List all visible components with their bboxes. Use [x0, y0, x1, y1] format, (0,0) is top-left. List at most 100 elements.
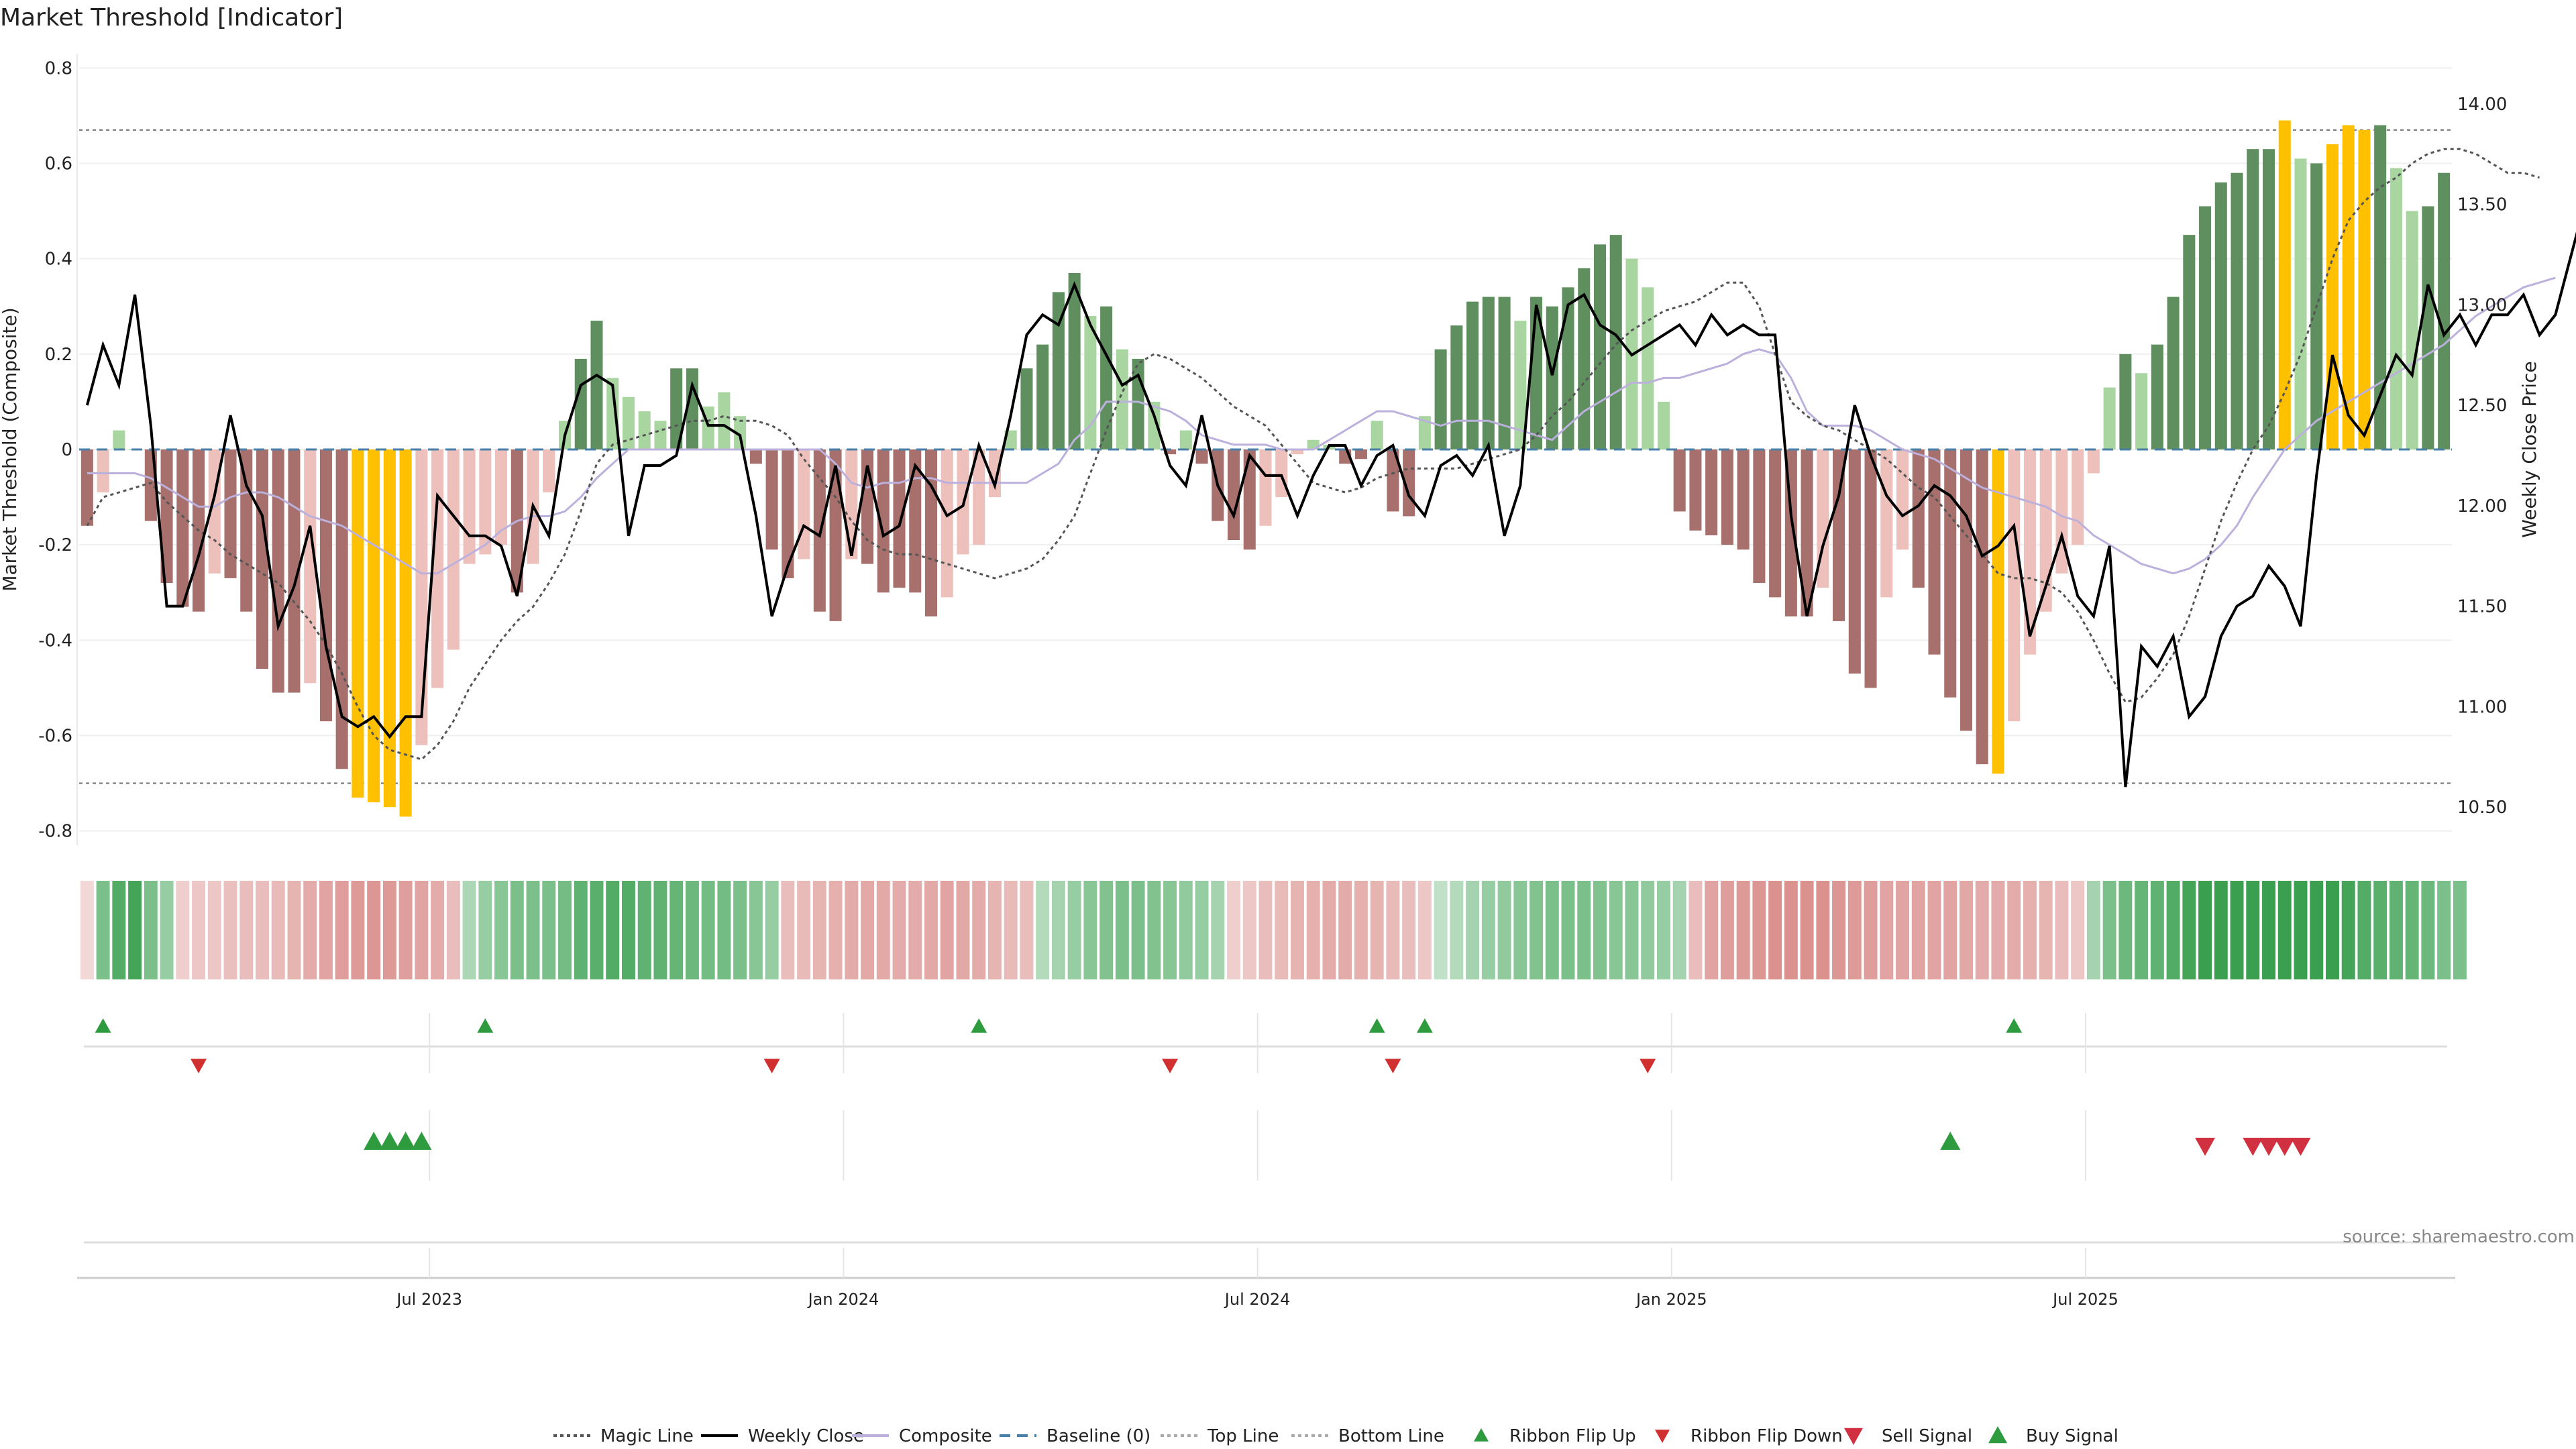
ribbon-cell	[2007, 881, 2021, 979]
ribbon-cell	[2277, 881, 2292, 979]
ribbon-cell	[733, 881, 747, 979]
ribbon-cell	[446, 881, 460, 979]
composite-bar	[2183, 235, 2196, 449]
ribbon-cell	[510, 881, 524, 979]
ribbon-cell	[1258, 881, 1273, 979]
composite-bar	[1944, 449, 1957, 698]
composite-bar	[1434, 349, 1447, 449]
ribbon-cell	[1322, 881, 1336, 979]
composite-bar	[1164, 449, 1177, 455]
legend: Magic Line Weekly Close Composite Baseline …	[553, 1426, 2118, 1446]
composite-bar	[2135, 373, 2148, 449]
ribbon-cell	[367, 881, 381, 979]
ribbon-cell	[128, 881, 142, 979]
composite-bar	[718, 392, 731, 449]
sell-signal-marker	[2290, 1138, 2311, 1156]
composite-bar	[256, 449, 269, 669]
composite-bar	[319, 449, 332, 722]
ribbon-cell	[287, 881, 301, 979]
composite-bar	[845, 449, 858, 559]
composite-bar	[304, 449, 317, 684]
ribbon-cell	[1768, 881, 1782, 979]
ribbon-cell	[160, 881, 174, 979]
legend-label: Weekly Close	[748, 1426, 864, 1446]
legend-item: Ribbon Flip Down	[1655, 1426, 1843, 1446]
series-lines	[79, 148, 2576, 788]
ribbon-cell	[335, 881, 349, 979]
composite-bar	[686, 368, 698, 449]
ribbon-cell	[271, 881, 285, 979]
ribbon-cell	[1577, 881, 1591, 979]
ribbon-cell	[526, 881, 540, 979]
ribbon-cell	[1705, 881, 1719, 979]
composite-bar	[399, 449, 412, 817]
right-axis-ticks: 10.50 11.00 11.50 12.00 12.50 13.00 13.50 14.00	[2457, 95, 2507, 818]
ribbon-cell	[2310, 881, 2324, 979]
ribbon-cell	[1975, 881, 1989, 979]
ribbon-cell	[2198, 881, 2212, 979]
composite-bar	[2072, 449, 2084, 545]
ribbon-cell	[494, 881, 508, 979]
composite-bar	[1275, 449, 1288, 498]
composite-bar	[1418, 416, 1431, 449]
buy-signal-marker	[1940, 1132, 1961, 1150]
legend-item: Baseline (0)	[1000, 1426, 1150, 1446]
ribbon-cell	[144, 881, 158, 979]
composite-bar	[1546, 306, 1558, 449]
x-tick-label: Jan 2025	[1635, 1290, 1707, 1309]
composite-bar	[2438, 172, 2451, 449]
composite-bar	[2167, 297, 2180, 449]
legend-swatch	[1474, 1428, 1489, 1442]
ribbon-cell	[1179, 881, 1193, 979]
right-tick-label: 10.50	[2457, 798, 2507, 818]
composite-bar	[782, 449, 794, 578]
legend-swatch	[1844, 1428, 1863, 1445]
left-tick-label: 0.6	[45, 154, 72, 174]
composite-bar	[335, 449, 348, 769]
composite-bar	[2247, 149, 2259, 449]
ribbon-cell	[924, 881, 938, 979]
composite-bar	[1642, 287, 1654, 449]
composite-bar	[447, 449, 460, 650]
buy-signal-marker	[379, 1132, 400, 1150]
composite-bar	[1578, 268, 1591, 449]
composite-bar	[1562, 287, 1574, 449]
ribbon-cell	[256, 881, 269, 979]
right-tick-label: 13.00	[2457, 295, 2507, 315]
left-tick-label: -0.2	[38, 535, 72, 555]
ribbon-cell	[2118, 881, 2133, 979]
ribbon-cell	[781, 881, 795, 979]
composite-bar	[1466, 301, 1479, 449]
composite-bar	[2422, 206, 2434, 449]
legend-label: Baseline (0)	[1046, 1426, 1150, 1446]
ribbon-cell	[2373, 881, 2387, 979]
left-tick-label: -0.6	[38, 727, 72, 747]
composite-bar	[973, 449, 985, 545]
composite-bar	[1864, 449, 1877, 688]
ribbon-cell	[2230, 881, 2244, 979]
composite-bar	[272, 449, 284, 693]
composite-bar	[1609, 235, 1622, 449]
ribbon-cell	[1004, 881, 1018, 979]
weekly-close-line	[85, 231, 2576, 788]
ribbon-cell	[2150, 881, 2164, 979]
ribbon-cell	[606, 881, 620, 979]
composite-bar	[638, 411, 651, 449]
composite-bar	[479, 449, 492, 555]
ribbon-cell	[1147, 881, 1161, 979]
ribbon-cell	[1402, 881, 1416, 979]
composite-bar	[1259, 449, 1272, 526]
legend-item: Top Line	[1161, 1426, 1279, 1446]
ribbon-cell	[2405, 881, 2419, 979]
composite-bar	[1387, 449, 1399, 512]
ribbon-cell	[1306, 881, 1320, 979]
composite-bar	[1084, 315, 1097, 449]
ribbon-cell	[1816, 881, 1830, 979]
legend-label: Composite	[899, 1426, 992, 1446]
legend-item: Bottom Line	[1291, 1426, 1444, 1446]
legend-swatch	[1655, 1430, 1670, 1443]
composite-bar	[1976, 449, 1988, 765]
composite-bar	[1179, 430, 1192, 449]
ribbon-cell	[2182, 881, 2196, 979]
ribbon-cell	[1481, 881, 1495, 979]
